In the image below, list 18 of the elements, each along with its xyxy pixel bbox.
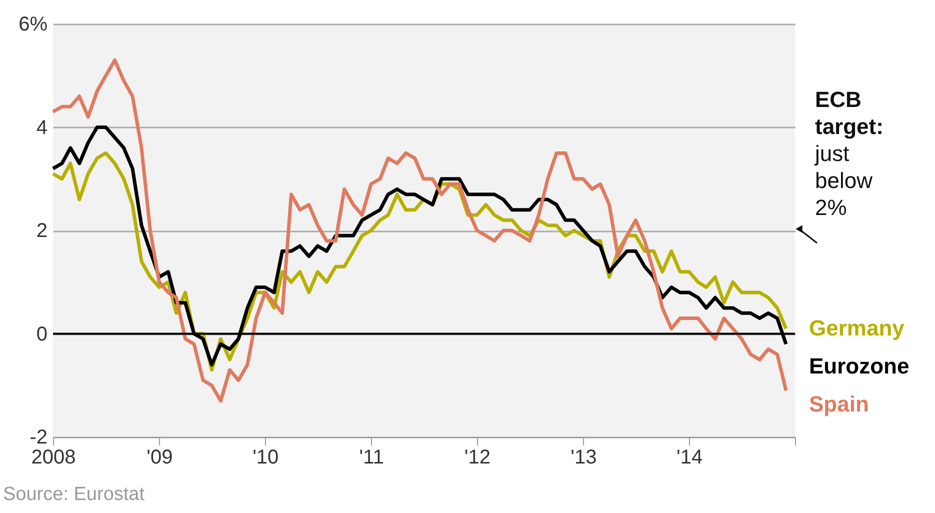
x-tick-label: '10 bbox=[252, 446, 279, 468]
y-tick-label: -2 bbox=[30, 426, 48, 448]
text: ECB target: just below 2% bbox=[814, 87, 884, 220]
x-tick-label: '11 bbox=[359, 446, 384, 468]
series-label: Spain bbox=[809, 392, 869, 417]
x-tick-label: 2008 bbox=[31, 446, 76, 468]
series-label: Eurozone bbox=[809, 354, 910, 379]
y-tick-label: 4 bbox=[36, 116, 48, 139]
series-label: Germany bbox=[809, 316, 906, 341]
x-tick-label: '13 bbox=[570, 446, 597, 468]
source-note: Source: Eurostat bbox=[3, 484, 146, 505]
y-tick-label: 2 bbox=[36, 220, 48, 242]
y-tick-label: 6% bbox=[18, 14, 48, 36]
x-tick-label: '14 bbox=[676, 446, 703, 468]
line-series bbox=[51, 58, 788, 403]
x-tick-label: '12 bbox=[464, 446, 490, 468]
x-tick-label: '09 bbox=[146, 446, 173, 468]
y-tick-label: 0 bbox=[36, 323, 48, 346]
